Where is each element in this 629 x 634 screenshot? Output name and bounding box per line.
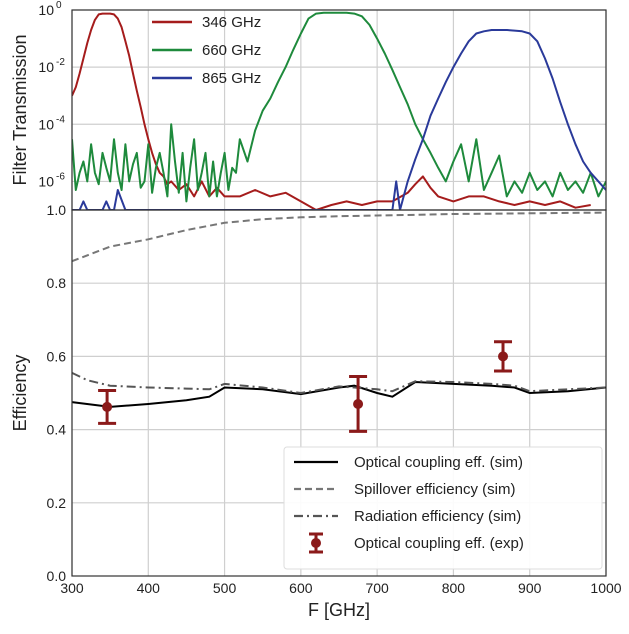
transmission-series-line-2 [72, 29, 606, 210]
x-tick-label: 1000 [590, 580, 621, 596]
efficiency-y-tick-label: 0.0 [47, 568, 67, 584]
efficiency-series-line-0 [71, 380, 607, 408]
x-tick-label: 500 [213, 580, 237, 596]
exp-data-point [353, 398, 364, 409]
efficiency-y-axis-label: Efficiency [10, 355, 30, 432]
exp-data-point [498, 351, 509, 362]
efficiency-y-tick-label: 0.4 [47, 422, 67, 438]
transmission-y-tick-exponent: 0 [56, 0, 62, 11]
transmission-legend: 346 GHz 660 GHz 865 GHz [152, 14, 261, 87]
x-tick-label: 300 [60, 580, 84, 596]
transmission-y-tick-exponent: -2 [56, 57, 65, 68]
transmission-y-tick-label: 10 [38, 59, 54, 75]
x-tick-label: 800 [442, 580, 466, 596]
transmission-y-tick-label: 10 [38, 116, 54, 132]
x-tick-label: 400 [137, 580, 161, 596]
transmission-bottom-tick-label: 1.0 [47, 202, 67, 218]
transmission-legend-label: 660 GHz [202, 42, 261, 59]
efficiency-legend-label: Optical coupling eff. (sim) [354, 454, 523, 471]
efficiency-legend: Optical coupling eff. (sim) Spillover eff… [283, 446, 603, 570]
transmission-y-axis-label: Filter Transmission [10, 34, 30, 185]
transmission-series-line-1 [72, 11, 606, 203]
x-tick-label: 900 [518, 580, 542, 596]
efficiency-legend-label: Spillover efficiency (sim) [354, 481, 515, 498]
efficiency-series-line-1 [71, 211, 607, 263]
efficiency-y-tick-label: 0.2 [47, 495, 67, 511]
efficiency-y-tick-label: 0.8 [47, 275, 67, 291]
transmission-y-tick-label: 10 [38, 2, 54, 18]
efficiency-legend-box [283, 446, 603, 570]
efficiency-legend-swatch [311, 538, 321, 548]
efficiency-legend-label: Radiation efficiency (sim) [354, 508, 521, 525]
efficiency-panel: 300 400 500 600 700 800 900 1000 0.0 0.2 0.4 0.6 0.8… [10, 210, 622, 620]
exp-data-point [102, 401, 113, 412]
efficiency-series-line-2 [71, 371, 607, 395]
efficiency-frame [71, 209, 607, 577]
transmission-legend-label: 865 GHz [202, 70, 261, 87]
transmission-y-tick-exponent: -6 [56, 171, 65, 182]
efficiency-legend-label: Optical coupling eff. (exp) [354, 535, 524, 552]
transmission-y-tick-exponent: -4 [56, 114, 65, 125]
transmission-plot-area [72, 10, 606, 210]
x-tick-label: 700 [365, 580, 389, 596]
transmission-y-tick-label: 10 [38, 173, 54, 189]
x-axis-label: F [GHz] [308, 600, 370, 620]
transmission-legend-label: 346 GHz [202, 14, 261, 31]
efficiency-y-tick-label: 0.6 [47, 348, 67, 364]
x-tick-label: 600 [289, 580, 313, 596]
